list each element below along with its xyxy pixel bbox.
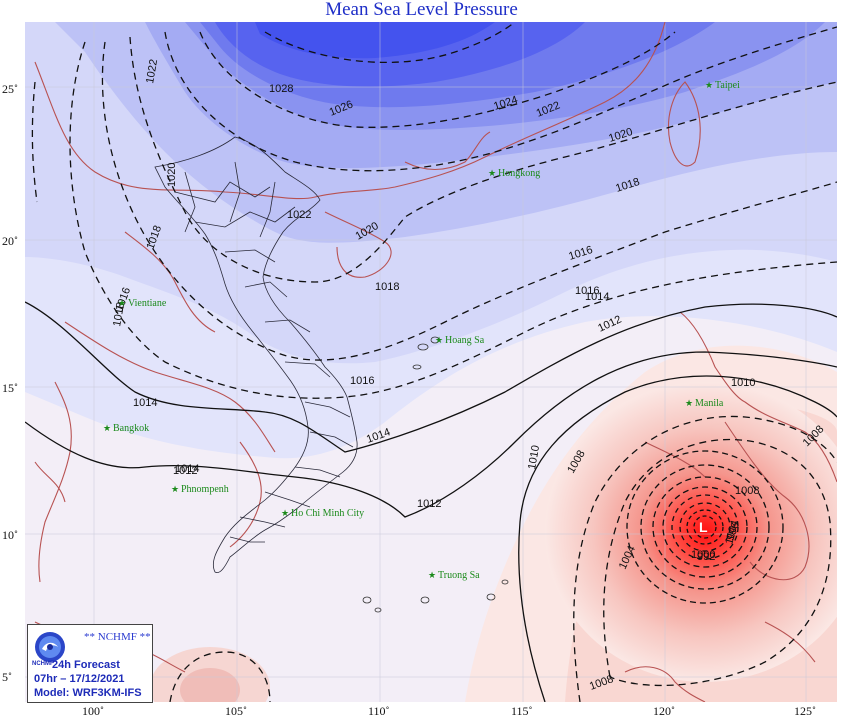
- valid-time-label: 07hr – 17/12/2021: [34, 673, 125, 685]
- lon-label-120: 120˚: [653, 704, 675, 718]
- place-marker-icon: ★: [171, 485, 179, 495]
- low-pressure-shading: [150, 345, 837, 702]
- isobar-label: 1016: [350, 375, 374, 387]
- place-marker-icon: ★: [103, 424, 111, 434]
- lat-label-25: 25˚: [2, 82, 18, 96]
- isobar-label: 1010: [731, 377, 755, 389]
- map-title: Mean Sea Level Pressure: [325, 0, 518, 20]
- lon-label-105: 105˚: [225, 704, 247, 718]
- place-name: Phnompenh: [181, 484, 229, 495]
- isobar-label: 1014: [133, 397, 157, 409]
- place-marker-icon: ★: [118, 299, 126, 309]
- place-markers: ★ Taipei★ Hongkong★ Vientiane★ Hoang Sa★ Mani…: [103, 80, 740, 581]
- isobar-label: 1008: [735, 485, 759, 497]
- lat-label-5: 5˚: [2, 670, 12, 684]
- lat-label-15: 15˚: [2, 381, 18, 395]
- isobar-label: 1022: [144, 58, 160, 84]
- agency-label: ** NCHMF **: [84, 631, 151, 643]
- place-name: Hoang Sa: [445, 335, 485, 346]
- isobar-label: 1016: [575, 285, 599, 297]
- place-name: Taipei: [715, 80, 740, 91]
- lon-label-115: 115˚: [511, 704, 533, 718]
- lat-label-10: 10˚: [2, 528, 18, 542]
- isobar-label: 1000: [691, 549, 715, 561]
- place-name: Bangkok: [113, 423, 149, 434]
- place-name: Vientiane: [128, 298, 167, 309]
- place-marker-icon: ★: [435, 336, 443, 346]
- place-marker-icon: ★: [705, 81, 713, 91]
- isobar-label: 992: [697, 551, 715, 563]
- model-label: Model: WRF3KM-IFS: [34, 687, 142, 699]
- place-name: Manila: [695, 398, 724, 409]
- isobar-label: 1014: [585, 291, 609, 303]
- forecast-info-box: NCHMF ** NCHMF ** 24h Forecast 07hr – 17…: [27, 624, 153, 703]
- place-marker-icon: ★: [281, 509, 289, 519]
- place-marker-icon: ★: [488, 169, 496, 179]
- forecast-label: 24h Forecast: [52, 659, 120, 671]
- place-marker-icon: ★: [428, 571, 436, 581]
- isobar-lines: [25, 22, 837, 702]
- isobar-label: 1018: [111, 301, 127, 327]
- isobar-label: 1014: [175, 463, 199, 475]
- place-marker-icon: ★: [685, 399, 693, 409]
- logo-caption: NCHMF: [32, 661, 54, 667]
- isobar-label: 996: [725, 521, 743, 542]
- lon-label-125: 125˚: [794, 704, 816, 718]
- isobar-label: 1022: [287, 209, 311, 221]
- graticule: [25, 22, 837, 702]
- isobar-label: 1010: [526, 444, 542, 470]
- islands: [362, 336, 509, 613]
- vietnam-provinces: [154, 136, 358, 574]
- isobar-label: 1018: [375, 281, 399, 293]
- lon-label-110: 110˚: [368, 704, 390, 718]
- isobar-label: 1012: [173, 465, 197, 477]
- lat-label-20: 20˚: [2, 234, 18, 248]
- lon-label-100: 100˚: [82, 704, 104, 718]
- low-pressure-center-symbol: L: [699, 519, 708, 535]
- place-name: Hongkong: [498, 168, 540, 179]
- pressure-map: 1028 1026 1024 1022 1022 1022 1020 1020 1020 1018…: [25, 22, 837, 702]
- isobar-label: 1028: [269, 83, 293, 95]
- isobar-label: 1012: [417, 498, 441, 510]
- isobar-label: 1020: [166, 163, 178, 187]
- place-name: Truong Sa: [438, 570, 480, 581]
- nchmf-logo-icon: [35, 632, 65, 662]
- place-name: Ho Chi Minh City: [291, 508, 364, 519]
